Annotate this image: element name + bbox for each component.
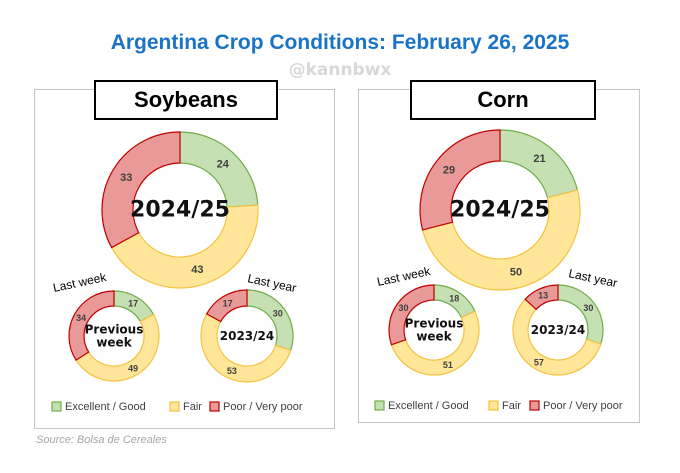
corn-donut-0-slice-poor-very-poor: [419, 129, 501, 231]
soybeans-donut-0-value-label-excellent-good: 24: [217, 158, 230, 170]
corn-donut-1-value-label-fair: 51: [443, 360, 453, 370]
corn-legend-swatch-poor-very-poor: [529, 400, 540, 411]
soybeans-donut-1-slice-poor-very-poor: [68, 290, 115, 361]
soybeans-donut-2-slice-poor-very-poor: [205, 289, 248, 323]
corn-donut-2-center-label: 2023/24: [531, 323, 585, 337]
watermark: @kannbwx: [288, 60, 392, 80]
soybeans-donut-2-value-label-excellent-good: 30: [273, 309, 283, 319]
soybeans-donut-0-center-label: 2024/25: [130, 198, 230, 223]
corn-annotation-last-year: Last year: [567, 266, 618, 290]
soybeans-donut-0-slice-fair: [110, 204, 259, 289]
corn-donut-2-slice-poor-very-poor: [524, 284, 559, 311]
soybeans-legend-label-fair: Fair: [183, 401, 202, 413]
soybeans-donut-0-value-label-fair: 43: [191, 264, 203, 276]
corn-donut-2-value-label-poor-very-poor: 13: [538, 291, 548, 301]
corn-panel-title: Corn: [410, 80, 596, 120]
soybeans-donut-2-center-label: 2023/24: [220, 329, 274, 343]
soybeans-legend-swatch-poor-very-poor: [209, 401, 220, 412]
corn-legend-label-fair: Fair: [502, 400, 521, 412]
corn-donut-2-value-label-fair: 57: [534, 357, 544, 367]
corn-donut-1-slice-poor-very-poor: [388, 284, 435, 346]
soybeans-legend-swatch-excellent-good: [51, 401, 62, 412]
corn-donut-2-slice-fair: [512, 298, 602, 376]
corn-donut-0-value-label-poor-very-poor: 29: [443, 164, 455, 176]
soybeans-donut-1-value-label-poor-very-poor: 34: [76, 313, 86, 323]
corn-donut-0-slice-fair: [421, 189, 581, 291]
corn-donut-1-value-label-excellent-good: 18: [449, 293, 459, 303]
corn-donut-1-slice-fair: [390, 310, 480, 376]
soybeans-donut-2-value-label-fair: 53: [227, 366, 237, 376]
soybeans-legend-label-excellent-good: Excellent / Good: [65, 401, 146, 413]
soybeans-legend-swatch-fair: [169, 401, 180, 412]
soybeans-legend-label-poor-very-poor: Poor / Very poor: [223, 401, 303, 413]
soybeans-donut-0-value-label-poor-very-poor: 33: [120, 172, 132, 184]
corn-legend-label-excellent-good: Excellent / Good: [388, 400, 469, 412]
corn-legend-label-poor-very-poor: Poor / Very poor: [543, 400, 623, 412]
corn-donut-0-value-label-excellent-good: 21: [533, 153, 545, 165]
soybeans-donut-2-slice-fair: [200, 313, 292, 383]
corn-legend-swatch-excellent-good: [374, 400, 385, 411]
soybeans-donut-2-value-label-poor-very-poor: 17: [223, 298, 233, 308]
chart-title: Argentina Crop Conditions: February 26, …: [110, 31, 570, 54]
corn-donut-1-center-label: Previous: [405, 317, 464, 331]
soybeans-donut-1-center-label: week: [96, 335, 132, 349]
soybeans-panel-title: Soybeans: [94, 80, 278, 120]
soybeans-donut-1-value-label-excellent-good: 17: [128, 299, 138, 309]
corn-donut-2-value-label-excellent-good: 30: [583, 303, 593, 313]
corn-donut-0-center-label: 2024/25: [450, 198, 550, 223]
soybeans-donut-0-slice-poor-very-poor: [101, 131, 181, 249]
corn-legend-swatch-fair: [488, 400, 499, 411]
corn-donut-0-value-label-fair: 50: [510, 266, 522, 278]
soybeans-annotation-last-week: Last week: [52, 270, 109, 295]
corn-donut-1-center-label: week: [416, 329, 452, 343]
source-note: Source: Bolsa de Cereales: [36, 434, 167, 446]
soybeans-donut-1-value-label-fair: 49: [128, 363, 138, 373]
corn-donut-1-value-label-poor-very-poor: 30: [398, 303, 408, 313]
soybeans-donut-1-center-label: Previous: [85, 323, 144, 337]
corn-annotation-last-week: Last week: [376, 264, 433, 289]
